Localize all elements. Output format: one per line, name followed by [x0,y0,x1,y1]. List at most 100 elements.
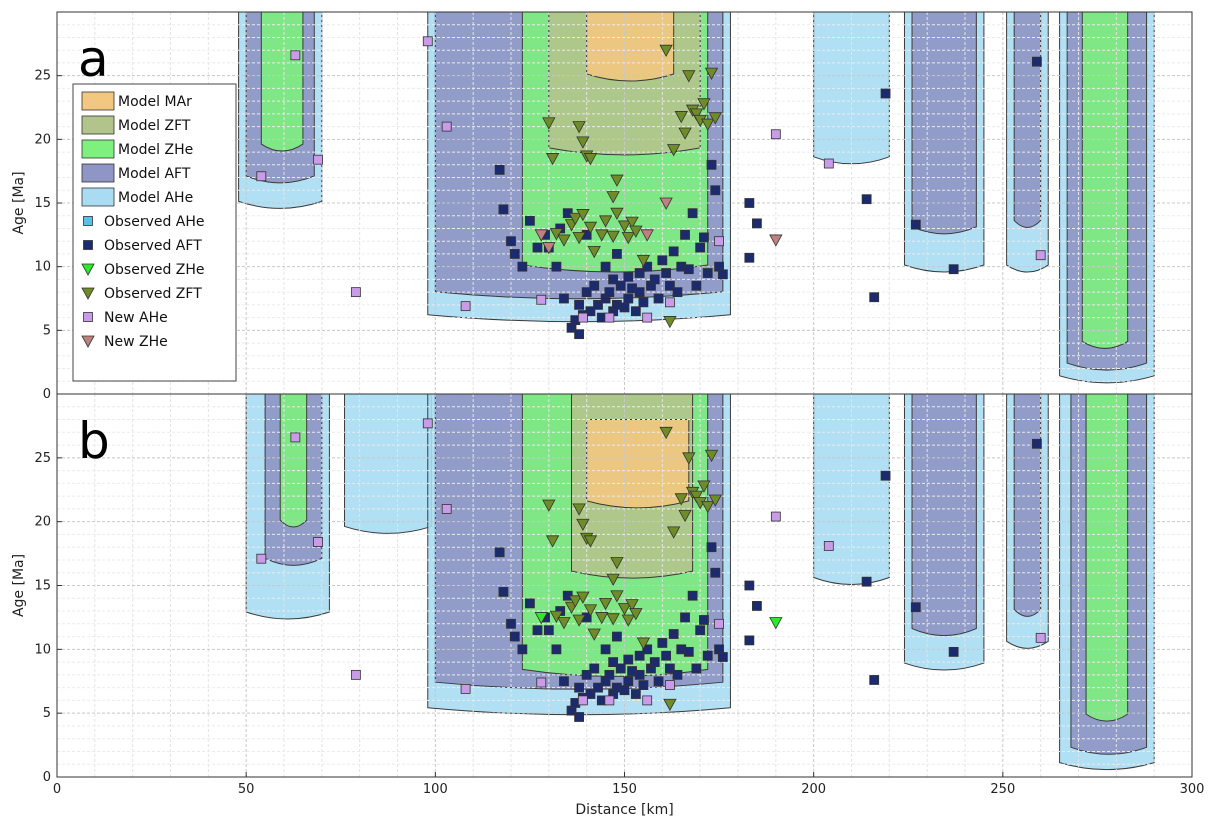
observed-aft-point [744,580,755,591]
legend-label: Model AFT [118,166,191,182]
new-ahe-point [642,312,653,323]
y-axis-label: Age [Ma] [11,171,27,234]
y-tick-label: 25 [34,451,51,466]
observed-aft-point [687,590,698,601]
observed-zhe-point [769,617,783,630]
observed-aft-point [551,644,562,655]
new-ahe-point [714,236,724,247]
new-ahe-point [422,418,433,429]
observed-aft-point [619,685,630,696]
legend-swatch [81,163,115,183]
observed-zft-point [587,245,601,259]
observed-zft-point [682,452,696,465]
observed-aft-point [630,306,641,317]
observed-zft-point [576,136,590,149]
observed-zft-point [610,590,624,603]
observed-zhe-point [534,612,548,625]
legend-label: Observed AFT [104,238,202,254]
legend-marker [81,263,95,276]
legend-label: New ZHe [104,334,168,350]
observed-zft-point [572,121,586,134]
observed-zft-point [629,608,643,621]
observed-aft-point [680,612,690,623]
observed-zft-point [576,518,590,532]
x-tick-label: 100 [423,782,448,797]
observed-aft-point [506,618,516,629]
observed-aft-point [619,302,630,313]
observed-aft-point [608,274,619,285]
legend-marker [83,216,93,226]
observed-aft-point [517,261,528,272]
observed-aft-point [672,287,683,298]
observed-aft-point [623,654,634,665]
new-zhe-point [534,229,548,242]
model-aft-band [1013,11,1042,228]
observed-zft-point [621,231,635,245]
observed-zft-point [659,44,673,58]
legend-swatch [81,139,115,159]
observed-zft-point [689,490,704,503]
model-zhe-band [260,11,304,152]
observed-zft-point [549,610,564,623]
observed-zft-point [557,617,571,630]
x-tick-label: 50 [238,782,255,797]
observed-zft-point [708,112,722,125]
x-tick-label: 200 [801,782,826,797]
observed-aft-point [638,680,649,690]
observed-aft-point [869,292,880,303]
observed-aft-point [948,264,959,275]
observed-aft-point [494,547,505,558]
new-ahe-point [1035,632,1046,643]
observed-aft-point [657,638,668,648]
observed-zft-point [625,216,639,229]
observed-zft-point [625,599,639,612]
observed-zft-point [697,480,711,493]
observed-aft-point [615,663,626,674]
observed-aft-point [593,682,603,693]
observed-aft-point [702,268,713,278]
observed-aft-point [699,615,709,625]
observed-aft-point [551,261,562,272]
new-ahe-point [604,695,615,706]
observed-aft-point [498,204,509,215]
observed-aft-point [880,88,891,99]
observed-zft-point [576,209,590,222]
observed-aft-point [668,629,679,639]
observed-aft-point [589,280,600,291]
observed-aft-point [910,219,921,230]
observed-aft-point [1031,56,1042,67]
observed-aft-point [691,280,702,291]
observed-zft-point [606,191,620,204]
observed-zft-point [678,127,692,140]
new-ahe-point [665,680,675,690]
observed-zft-point [606,573,620,586]
observed-zft-point [708,494,722,507]
observed-zft-point [636,637,651,650]
legend-label: Observed AHe [104,214,205,230]
observed-zft-point [568,212,582,226]
observed-aft-point [574,299,584,310]
model-zhe-band [1085,393,1129,722]
observed-aft-point [869,675,880,685]
observed-aft-point [706,159,717,170]
observed-zft-point [542,499,556,512]
observed-aft-point [683,646,694,657]
model-mar-band [586,419,690,509]
new-ahe-point [642,695,653,706]
observed-aft-point [559,293,569,304]
observed-zft-point [659,426,673,440]
observed-zft-point [576,591,590,604]
y-axis-label: Age [Ma] [11,554,27,617]
y-tick-label: 20 [34,515,51,530]
observed-zft-point [549,228,564,241]
observed-aft-point [717,652,728,662]
observed-aft-point [665,280,675,291]
observed-aft-point [517,644,528,655]
new-ahe-point [823,158,834,169]
y-tick-label: 20 [34,132,51,147]
y-tick-label: 0 [43,770,51,785]
new-ahe-point [577,312,588,323]
model-aft-band [911,11,977,235]
observed-aft-point [683,264,694,275]
